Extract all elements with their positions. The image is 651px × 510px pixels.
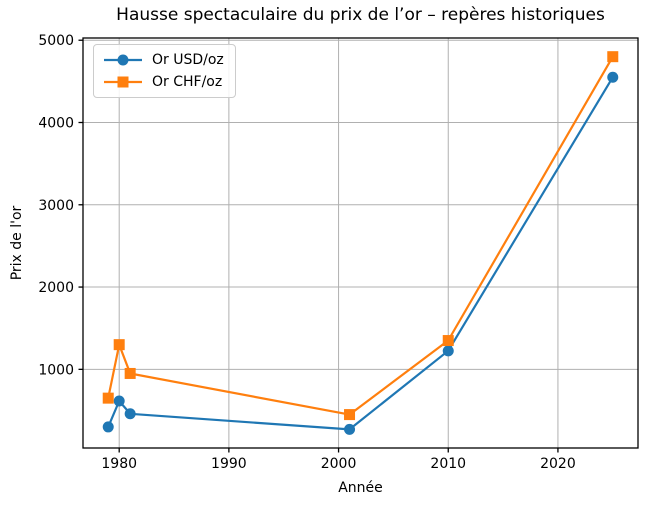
legend-item-usd: Or USD/oz	[103, 52, 224, 68]
legend-label-chf: Or CHF/oz	[152, 74, 223, 90]
axes-border	[82, 37, 639, 449]
x-axis-label: Année	[338, 480, 383, 496]
legend-square-marker	[117, 76, 129, 88]
data-point-circle	[113, 395, 125, 407]
x-tick-label: 2000	[321, 456, 357, 472]
data-point-circle	[102, 421, 114, 433]
data-point-square	[102, 392, 114, 404]
axes-background	[83, 38, 638, 448]
y-tick-label: 2000	[38, 280, 74, 296]
legend-circle-marker	[117, 54, 129, 66]
data-point-circle	[124, 408, 136, 420]
x-tick-label: 2020	[540, 456, 576, 472]
data-point-square	[113, 339, 125, 351]
y-tick-label: 3000	[38, 198, 74, 214]
data-point-circle	[607, 71, 619, 83]
data-point-square	[344, 409, 356, 421]
legend-label-usd: Or USD/oz	[152, 52, 224, 68]
y-tick-label: 5000	[38, 33, 74, 49]
data-point-square	[607, 51, 619, 63]
chart-title: Hausse spectaculaire du prix de l’or – r…	[116, 5, 605, 25]
data-point-circle	[344, 423, 356, 435]
y-axis-label: Prix de l'or	[9, 205, 25, 281]
legend-item-chf: Or CHF/oz	[103, 74, 224, 90]
x-tick-label: 1990	[211, 456, 247, 472]
y-tick-label: 4000	[38, 116, 74, 132]
data-point-square	[442, 335, 454, 347]
x-tick-label: 1980	[101, 456, 137, 472]
series-line-1	[107, 56, 614, 416]
line-square-marker-icon	[104, 76, 142, 88]
data-point-square	[124, 367, 136, 379]
data-point-circle	[442, 345, 454, 357]
line-circle-marker-icon	[104, 54, 142, 66]
x-tick-label: 2010	[430, 456, 466, 472]
legend: Or USD/oz Or CHF/oz	[93, 44, 236, 98]
y-tick-label: 1000	[38, 362, 74, 378]
